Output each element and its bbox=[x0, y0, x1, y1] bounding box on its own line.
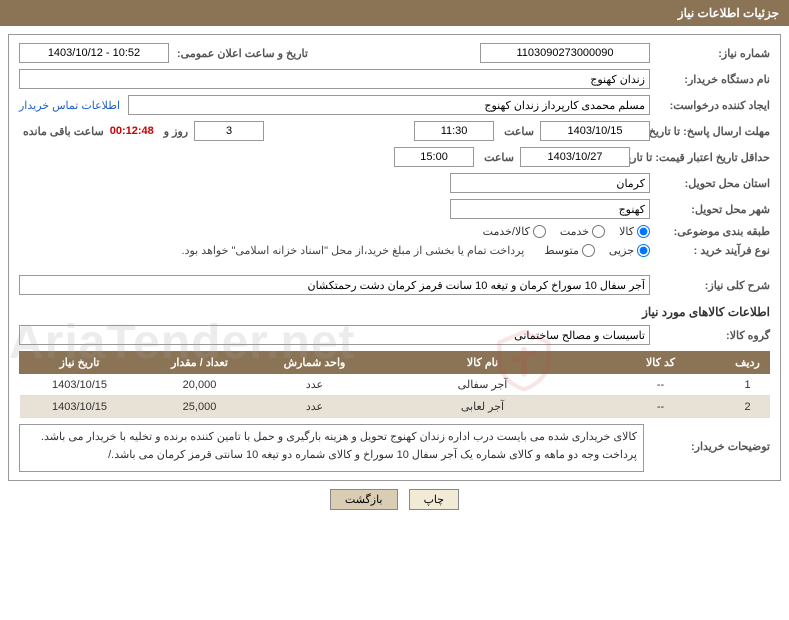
col-unit: واحد شمارش bbox=[260, 352, 370, 374]
cell-code: -- bbox=[596, 374, 726, 396]
delivery-city-label: شهر محل تحویل: bbox=[650, 203, 770, 216]
contact-link[interactable]: اطلاعات تماس خریدار bbox=[19, 99, 120, 112]
cell-index: 1 bbox=[726, 374, 770, 396]
buyer-notes-label: توضیحات خریدار: bbox=[650, 424, 770, 453]
action-buttons: چاپ بازگشت bbox=[0, 489, 789, 510]
reply-deadline-date bbox=[540, 121, 650, 141]
process-type-label: نوع فرآیند خرید : bbox=[650, 244, 770, 257]
need-number-label: شماره نیاز: bbox=[650, 47, 770, 60]
cell-index: 2 bbox=[726, 396, 770, 418]
need-summary-field bbox=[19, 275, 650, 295]
reply-deadline-label: مهلت ارسال پاسخ: تا تاریخ: bbox=[650, 125, 770, 138]
print-button[interactable]: چاپ bbox=[409, 489, 460, 510]
process-option-medium-label: متوسط bbox=[544, 244, 579, 257]
remain-label: ساعت باقی مانده bbox=[19, 125, 104, 138]
delivery-province-field bbox=[450, 173, 650, 193]
delivery-province-label: استان محل تحویل: bbox=[650, 177, 770, 190]
back-button[interactable]: بازگشت bbox=[330, 489, 398, 510]
table-row: 2 -- آجر لعابی عدد 25,000 1403/10/15 bbox=[20, 396, 770, 418]
category-option-both-label: کالا/خدمت bbox=[483, 225, 530, 238]
category-option-both[interactable]: کالا/خدمت bbox=[483, 225, 546, 238]
need-number-field bbox=[480, 43, 650, 63]
col-code: کد کالا bbox=[596, 352, 726, 374]
category-radio-both[interactable] bbox=[533, 225, 546, 238]
category-option-goods-label: کالا bbox=[619, 225, 634, 238]
category-label: طبقه بندی موضوعی: bbox=[650, 225, 770, 238]
goods-group-field bbox=[19, 325, 650, 345]
cell-date: 1403/10/15 bbox=[20, 396, 140, 418]
process-option-medium[interactable]: متوسط bbox=[544, 244, 595, 257]
category-option-service-label: خدمت bbox=[560, 225, 589, 238]
table-row: 1 -- آجر سفالی عدد 20,000 1403/10/15 bbox=[20, 374, 770, 396]
process-type-note: پرداخت تمام یا بخشی از مبلغ خرید،از محل … bbox=[182, 244, 525, 257]
page-header: جزئیات اطلاعات نیاز bbox=[0, 0, 789, 26]
requester-label: ایجاد کننده درخواست: bbox=[650, 99, 770, 112]
process-radio-minor[interactable] bbox=[637, 244, 650, 257]
items-section-title: اطلاعات کالاهای مورد نیاز bbox=[19, 305, 770, 319]
goods-group-label: گروه کالا: bbox=[650, 329, 770, 342]
reply-deadline-time bbox=[414, 121, 494, 141]
cell-qty: 20,000 bbox=[140, 374, 260, 396]
category-radio-service[interactable] bbox=[592, 225, 605, 238]
requester-field bbox=[128, 95, 650, 115]
need-summary-label: شرح کلی نیاز: bbox=[650, 279, 770, 292]
reply-days-label: روز و bbox=[160, 125, 188, 138]
col-qty: تعداد / مقدار bbox=[140, 352, 260, 374]
price-validity-label: حداقل تاریخ اعتبار قیمت: تا تاریخ: bbox=[630, 151, 770, 164]
process-option-minor-label: جزیی bbox=[609, 244, 634, 257]
cell-name: آجر لعابی bbox=[370, 396, 596, 418]
process-type-radio-group: جزیی متوسط bbox=[544, 244, 650, 257]
process-radio-medium[interactable] bbox=[582, 244, 595, 257]
announce-date-field bbox=[19, 43, 169, 63]
category-radio-goods[interactable] bbox=[637, 225, 650, 238]
cell-code: -- bbox=[596, 396, 726, 418]
cell-name: آجر سفالی bbox=[370, 374, 596, 396]
announce-date-label: تاریخ و ساعت اعلان عمومی: bbox=[173, 47, 308, 60]
price-validity-date bbox=[520, 147, 630, 167]
col-name: نام کالا bbox=[370, 352, 596, 374]
buyer-notes-box: کالای خریداری شده می بایست درب اداره زند… bbox=[19, 424, 644, 472]
reply-days-field bbox=[194, 121, 264, 141]
items-table: ردیف کد کالا نام کالا واحد شمارش تعداد /… bbox=[19, 351, 770, 418]
buyer-org-label: نام دستگاه خریدار: bbox=[650, 73, 770, 86]
col-date: تاریخ نیاز bbox=[20, 352, 140, 374]
details-panel: AriaTender.net شماره نیاز: تاریخ و ساعت … bbox=[8, 34, 781, 481]
cell-qty: 25,000 bbox=[140, 396, 260, 418]
category-radio-group: کالا خدمت کالا/خدمت bbox=[483, 225, 650, 238]
category-option-service[interactable]: خدمت bbox=[560, 225, 605, 238]
reply-time-label: ساعت bbox=[500, 125, 534, 138]
col-index: ردیف bbox=[726, 352, 770, 374]
price-validity-time bbox=[394, 147, 474, 167]
price-time-label: ساعت bbox=[480, 151, 514, 164]
header-title: جزئیات اطلاعات نیاز bbox=[678, 6, 779, 20]
buyer-org-field bbox=[19, 69, 650, 89]
process-option-minor[interactable]: جزیی bbox=[609, 244, 650, 257]
cell-date: 1403/10/15 bbox=[20, 374, 140, 396]
table-header-row: ردیف کد کالا نام کالا واحد شمارش تعداد /… bbox=[20, 352, 770, 374]
category-option-goods[interactable]: کالا bbox=[619, 225, 650, 238]
countdown-timer: 00:12:48 bbox=[110, 125, 154, 137]
cell-unit: عدد bbox=[260, 374, 370, 396]
cell-unit: عدد bbox=[260, 396, 370, 418]
delivery-city-field bbox=[450, 199, 650, 219]
